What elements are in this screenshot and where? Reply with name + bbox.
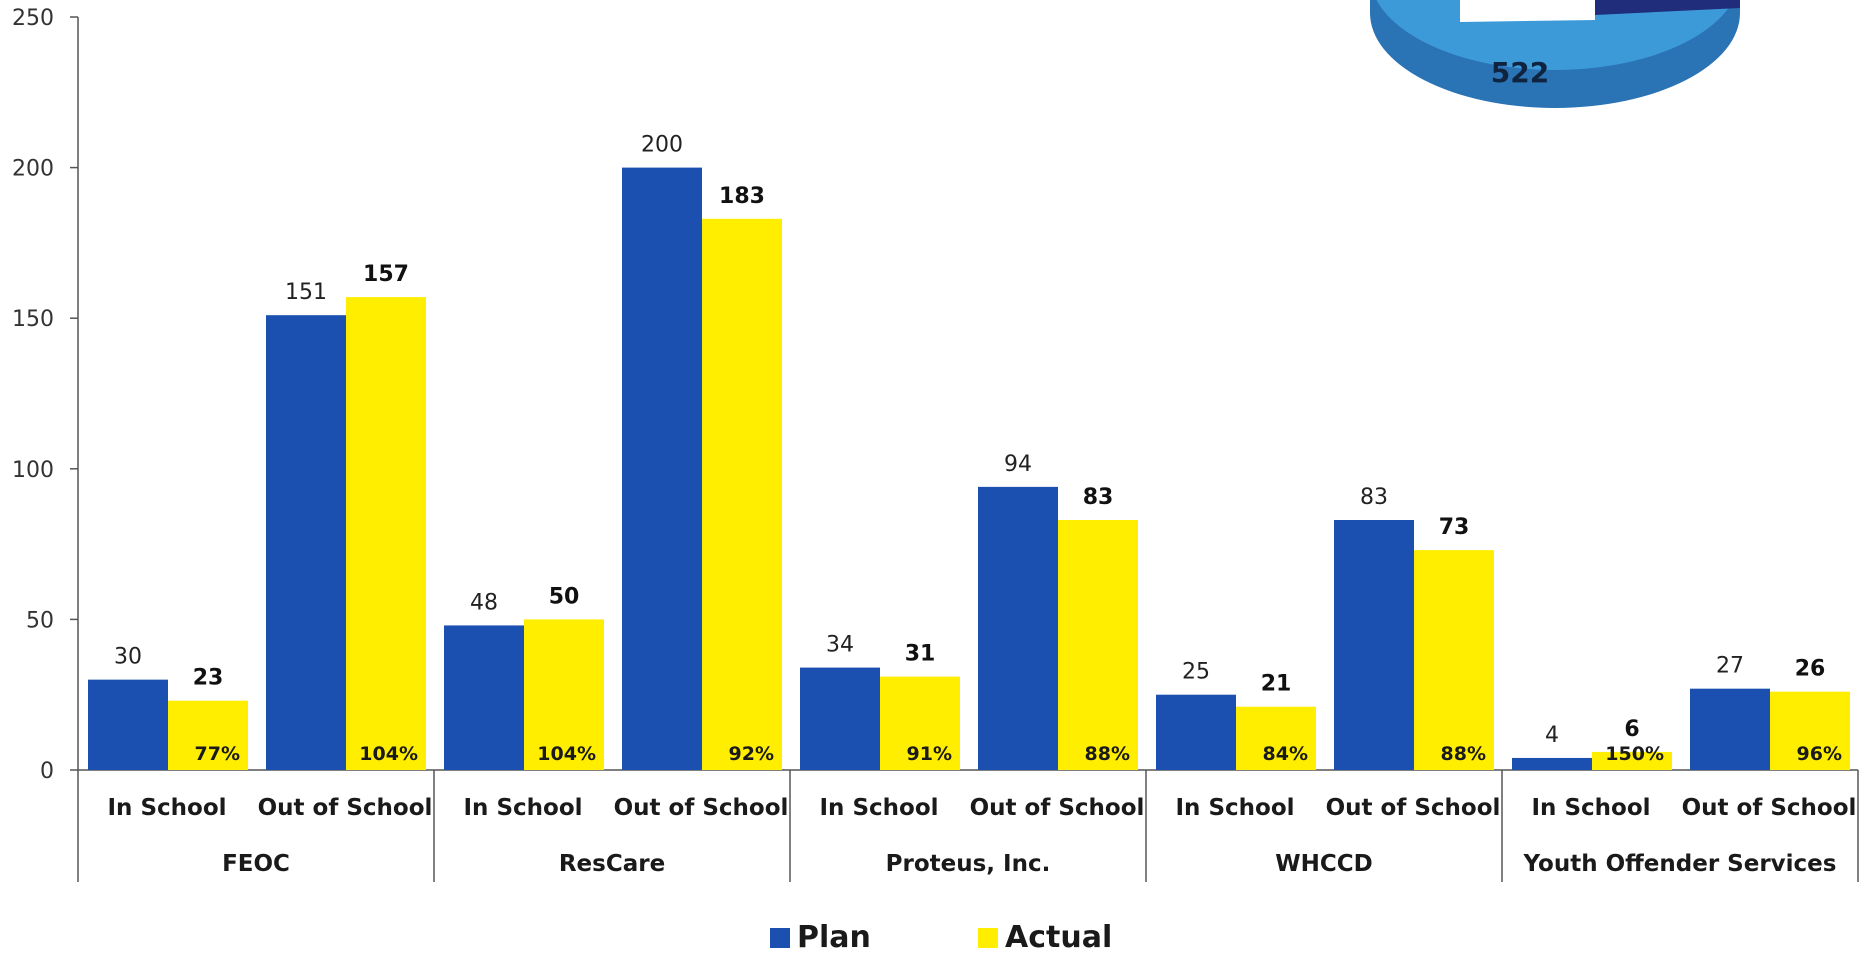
bar-actual <box>168 700 248 770</box>
bar-actual <box>1058 520 1138 770</box>
y-tick-label: 50 <box>26 608 54 633</box>
data-label-plan: 4 <box>1545 723 1559 748</box>
legend: Plan Actual <box>770 920 1112 955</box>
data-label-actual: 6 <box>1624 717 1639 742</box>
bar-plan <box>88 679 168 770</box>
data-label-actual: 21 <box>1261 672 1292 697</box>
x-group-label: Youth Offender Services <box>1523 851 1837 877</box>
data-label-actual: 83 <box>1083 485 1114 510</box>
data-label-plan: 25 <box>1182 660 1210 685</box>
x-category-label: In School <box>1176 795 1295 821</box>
data-label-plan: 30 <box>114 645 142 670</box>
bar-actual <box>702 218 782 770</box>
data-label-plan: 94 <box>1004 452 1032 477</box>
x-category-label: In School <box>464 795 583 821</box>
y-tick-label: 250 <box>12 6 54 31</box>
x-category-label: In School <box>820 795 939 821</box>
legend-swatch-plan <box>770 928 790 948</box>
axes: 0 50 100 150 200 250 In School Out of School In … <box>12 6 1859 882</box>
bar-plan <box>1512 757 1592 770</box>
x-group-label: FEOC <box>222 851 290 877</box>
data-label-plan: 151 <box>285 280 327 305</box>
bar-plan <box>1334 520 1414 770</box>
percent-label: 88% <box>1085 743 1130 765</box>
pie-slice-dark <box>1595 0 1740 15</box>
percent-label: 104% <box>537 743 596 765</box>
x-group-label: WHCCD <box>1275 851 1372 877</box>
bar-plan <box>1690 688 1770 770</box>
x-category-label: In School <box>108 795 227 821</box>
y-tick-label: 200 <box>12 157 54 182</box>
bar-actual <box>1592 751 1672 770</box>
percent-label: 150% <box>1605 743 1664 765</box>
bar-plan <box>800 667 880 770</box>
y-tick-label: 0 <box>40 759 54 784</box>
data-label-actual: 26 <box>1795 657 1826 682</box>
legend-swatch-actual <box>978 928 998 948</box>
bar-plan <box>266 315 346 770</box>
data-label-actual: 50 <box>549 584 580 609</box>
data-label-actual: 183 <box>719 184 765 209</box>
data-labels: 30 23 77% 151 157 104% 48 50 104% 200 183 92% 34 31 91… <box>114 133 1842 765</box>
data-label-actual: 31 <box>905 642 936 667</box>
percent-label: 91% <box>907 743 952 765</box>
x-group-label: ResCare <box>559 851 665 877</box>
bar-plan <box>444 625 524 770</box>
data-label-plan: 27 <box>1716 654 1744 679</box>
percent-label: 88% <box>1441 743 1486 765</box>
data-label-plan: 200 <box>641 133 683 158</box>
data-label-actual: 23 <box>193 666 224 691</box>
y-tick-label: 150 <box>12 307 54 332</box>
bar-plan <box>1156 694 1236 770</box>
x-category-label: Out of School <box>970 795 1145 821</box>
bar-actual <box>1414 550 1494 770</box>
x-category-label: In School <box>1532 795 1651 821</box>
pie-value-label: 522 <box>1491 56 1549 89</box>
data-label-plan: 34 <box>826 633 854 658</box>
x-group-label: Proteus, Inc. <box>886 851 1051 877</box>
x-category-label: Out of School <box>614 795 789 821</box>
bar-actual <box>1770 691 1850 770</box>
legend-label-plan: Plan <box>797 920 871 955</box>
x-category-label: Out of School <box>1326 795 1501 821</box>
bar-actual <box>346 297 426 770</box>
bar-actual <box>1236 706 1316 770</box>
data-label-actual: 157 <box>363 262 409 287</box>
pie-cutout <box>1460 0 1595 22</box>
bars <box>88 167 1850 771</box>
percent-label: 104% <box>359 743 418 765</box>
y-tick-label: 100 <box>12 458 54 483</box>
data-label-actual: 73 <box>1439 515 1470 540</box>
bar-plan <box>978 486 1058 770</box>
pie-chart-fragment: 522 <box>1370 0 1740 108</box>
data-label-plan: 48 <box>470 590 498 615</box>
legend-label-actual: Actual <box>1005 920 1112 955</box>
percent-label: 84% <box>1263 743 1308 765</box>
bar-actual <box>524 619 604 770</box>
percent-label: 92% <box>729 743 774 765</box>
x-category-label: Out of School <box>258 795 433 821</box>
bar-actual <box>880 676 960 770</box>
data-label-plan: 83 <box>1360 485 1388 510</box>
x-category-label: Out of School <box>1682 795 1857 821</box>
percent-label: 77% <box>195 743 240 765</box>
bar-plan <box>622 167 702 771</box>
percent-label: 96% <box>1797 743 1842 765</box>
